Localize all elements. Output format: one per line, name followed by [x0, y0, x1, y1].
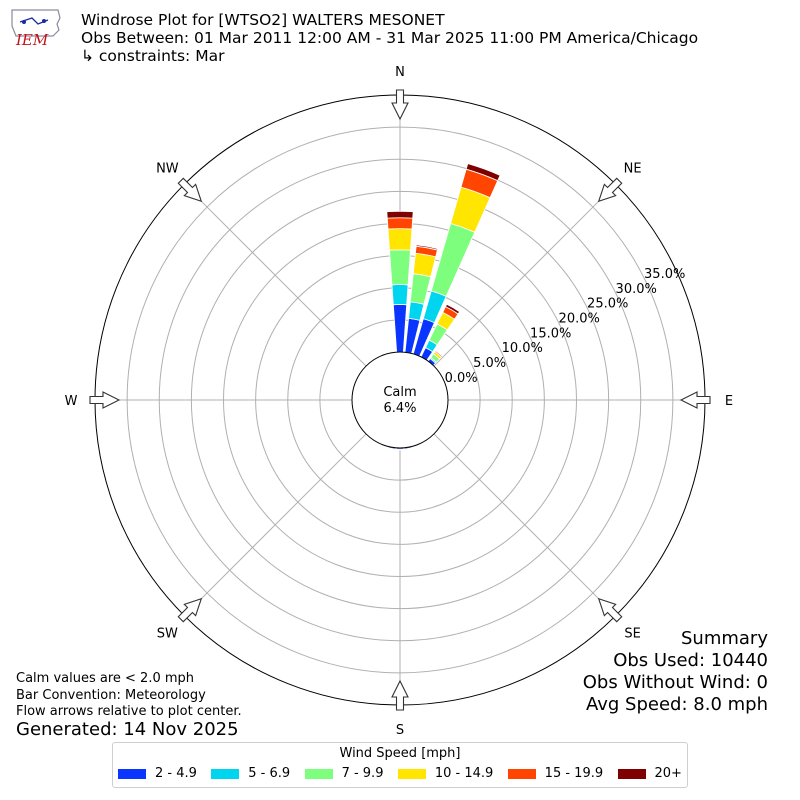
direction-label: SE [624, 627, 640, 642]
legend-swatch [397, 768, 426, 779]
legend-item: 5 - 6.9 [211, 766, 290, 781]
direction-label: W [65, 394, 78, 409]
ring-label: 30.0% [616, 282, 657, 297]
legend-item: 20+ [617, 766, 682, 781]
logo-text: IEM [15, 31, 49, 48]
grid-spoke [433, 183, 617, 367]
calm-circle [351, 351, 449, 449]
direction-label: E [725, 394, 733, 409]
bar-convention: Bar Convention: Meteorology [16, 687, 206, 703]
legend-items: 2 - 4.9 5 - 6.9 7 - 9.9 10 - 14.9 15 - 1… [113, 766, 687, 781]
bar-segment [387, 447, 396, 451]
bar-segment [392, 304, 408, 353]
ring-label: 35.0% [644, 267, 685, 282]
direction-label: N [395, 65, 405, 80]
flow-arrow-icon [597, 177, 623, 203]
bar-segment [387, 228, 413, 251]
legend-item: 2 - 4.9 [118, 766, 197, 781]
header: Windrose Plot for [WTSO2] WALTERS MESONE… [81, 11, 698, 65]
obs-used: Obs Used: 10440 [613, 650, 768, 671]
flow-arrows-note: Flow arrows relative to plot center. [16, 704, 242, 719]
bar-segment [412, 252, 437, 278]
ring-label: 25.0% [587, 297, 628, 312]
legend-label: 15 - 19.9 [544, 766, 604, 781]
flow-arrow-icon [391, 679, 409, 711]
bar-segment [396, 448, 404, 451]
legend-label: 5 - 6.9 [248, 766, 291, 781]
chart-title: Windrose Plot for [WTSO2] WALTERS MESONE… [81, 11, 445, 29]
constraints: ↳ constraints: Mar [81, 47, 225, 65]
legend-label: 7 - 9.9 [341, 766, 384, 781]
bars [386, 163, 501, 451]
generated-date: Generated: 14 Nov 2025 [16, 719, 239, 740]
legend-swatch [211, 768, 240, 779]
direction-labels: N NE E SE S SW W NW [65, 65, 734, 738]
calm-definition: Calm values are < 2.0 mph [16, 671, 195, 686]
flow-arrows [89, 89, 711, 711]
bar-segment [415, 244, 439, 251]
direction-label: NE [624, 161, 642, 176]
direction-label: NW [156, 161, 179, 176]
avg-speed: Avg Speed: 8.0 mph [586, 694, 768, 715]
bar-segment [445, 303, 461, 315]
legend: Wind Speed [mph] 2 - 4.9 5 - 6.9 7 - 9.9… [112, 742, 688, 788]
calm-group: Calm 6.4% [351, 351, 449, 449]
legend-label: 20+ [654, 766, 682, 781]
summary-title: Summary [681, 628, 768, 649]
flow-arrow-icon [89, 391, 121, 409]
legend-item: 7 - 9.9 [304, 766, 384, 781]
flow-arrow-icon [177, 177, 203, 203]
chart-subtitle: Obs Between: 01 Mar 2011 12:00 AM - 31 M… [81, 29, 699, 47]
bar-segment [430, 223, 476, 297]
bar-segment [408, 301, 425, 321]
legend-item: 15 - 19.9 [507, 766, 604, 781]
grid-spoke [183, 433, 367, 617]
flow-arrow-icon [597, 597, 623, 623]
bar-segment [409, 273, 432, 305]
gridlines [95, 95, 705, 705]
flow-arrow-icon [679, 391, 711, 409]
legend-label: 10 - 14.9 [434, 766, 494, 781]
grid-spoke [183, 183, 367, 367]
legend-swatch [507, 768, 536, 779]
flow-arrow-icon [391, 89, 409, 121]
bar-segment [404, 447, 413, 451]
obs-without-wind: Obs Without Wind: 0 [582, 672, 768, 693]
iowa-map-icon: IEM [11, 9, 61, 49]
bar-segment [435, 349, 444, 357]
direction-label: S [396, 723, 404, 738]
ring-label: 15.0% [530, 326, 571, 341]
ring-label: 10.0% [502, 341, 543, 356]
ring-labels: 0.0%5.0%10.0%15.0%20.0%25.0%30.0%35.0% [445, 267, 686, 386]
bar-segment [389, 249, 411, 286]
legend-swatch [118, 768, 146, 779]
calm-label: Calm [383, 385, 416, 400]
iem-logo: IEM [6, 6, 64, 49]
bar-segment [386, 217, 414, 230]
notes: Calm values are < 2.0 mph Bar Convention… [16, 671, 242, 721]
flow-arrow-icon [177, 597, 203, 623]
legend-item: 10 - 14.9 [397, 766, 494, 781]
ring-label: 20.0% [559, 312, 600, 327]
grid-spoke [433, 433, 617, 617]
legend-title: Wind Speed [mph] [339, 746, 461, 761]
legend-swatch [304, 768, 333, 779]
summary: Summary Obs Used: 10440 Obs Without Wind… [583, 628, 768, 716]
ring-label: 5.0% [473, 356, 506, 371]
ring-label: 0.0% [445, 371, 478, 386]
direction-label: SW [157, 627, 178, 642]
bar-segment [386, 210, 414, 219]
bar-segment [465, 163, 501, 182]
legend-swatch [617, 768, 646, 779]
calm-value: 6.4% [383, 401, 416, 416]
legend-label: 2 - 4.9 [155, 766, 197, 781]
bar-segment [391, 284, 409, 306]
